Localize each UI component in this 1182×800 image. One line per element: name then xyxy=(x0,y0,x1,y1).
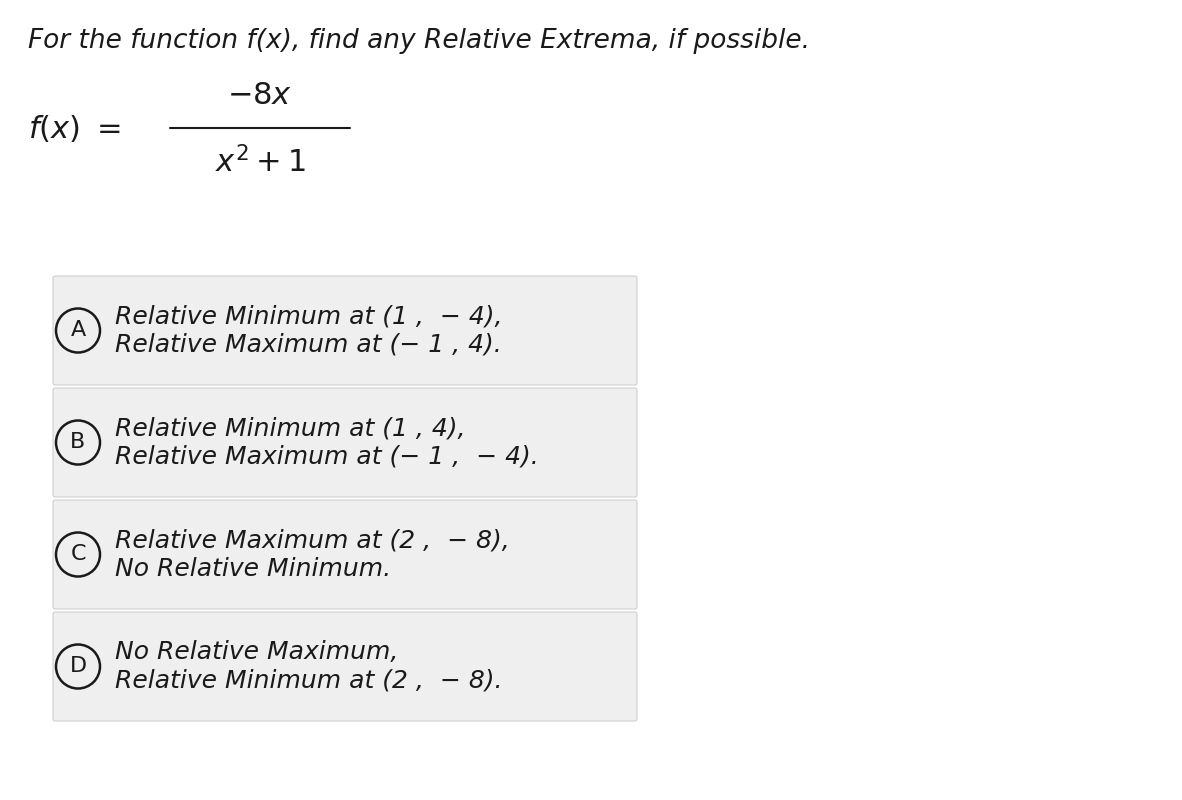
Text: For the function f(x), find any Relative Extrema, if possible.: For the function f(x), find any Relative… xyxy=(28,28,810,54)
Text: B: B xyxy=(71,433,85,453)
Text: Relative Minimum at (1 ,  − 4),: Relative Minimum at (1 , − 4), xyxy=(115,305,502,329)
Text: Relative Maximum at (− 1 ,  − 4).: Relative Maximum at (− 1 , − 4). xyxy=(115,445,539,469)
Text: Relative Maximum at (2 ,  − 8),: Relative Maximum at (2 , − 8), xyxy=(115,529,509,553)
Text: No Relative Minimum.: No Relative Minimum. xyxy=(115,557,391,581)
Text: Relative Minimum at (2 ,  − 8).: Relative Minimum at (2 , − 8). xyxy=(115,669,502,693)
FancyBboxPatch shape xyxy=(53,612,637,721)
Text: C: C xyxy=(70,545,86,565)
FancyBboxPatch shape xyxy=(53,388,637,497)
Text: $f(x)\ =$: $f(x)\ =$ xyxy=(28,113,121,143)
FancyBboxPatch shape xyxy=(53,276,637,385)
Text: $x^2 + 1$: $x^2 + 1$ xyxy=(215,146,305,178)
Text: No Relative Maximum,: No Relative Maximum, xyxy=(115,641,398,665)
Text: A: A xyxy=(71,321,85,341)
Text: Relative Minimum at (1 , 4),: Relative Minimum at (1 , 4), xyxy=(115,417,466,441)
FancyBboxPatch shape xyxy=(53,500,637,609)
Text: D: D xyxy=(70,657,86,677)
Text: $-8x$: $-8x$ xyxy=(227,81,293,110)
Text: Relative Maximum at (− 1 , 4).: Relative Maximum at (− 1 , 4). xyxy=(115,333,501,357)
